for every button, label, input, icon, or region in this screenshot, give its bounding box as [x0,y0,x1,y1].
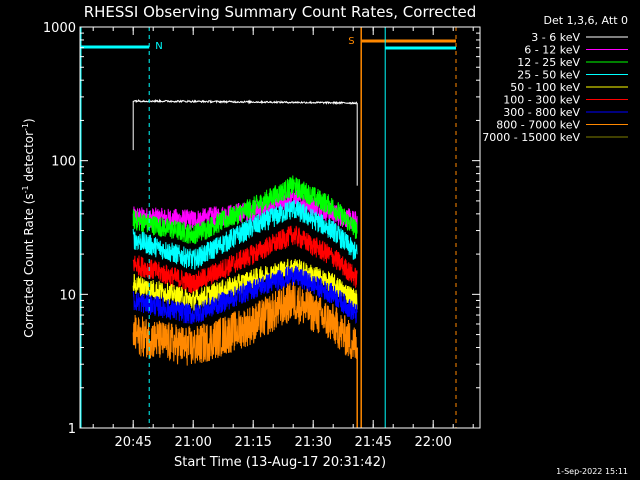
legend-label-0: 3 - 6 keV [531,31,580,44]
y-axis-label: Corrected Count Rate (s-1 detector-1) [21,118,36,337]
legend-label-4: 50 - 100 keV [510,81,580,94]
series-line-0 [133,98,358,106]
x-tick-label-2: 21:15 [234,435,271,450]
legend-label-8: 7000 - 15000 keV [482,131,580,144]
series-line-2 [132,175,358,245]
legend-label-7: 800 - 7000 keV [496,119,580,132]
x-tick-label-1: 21:00 [174,435,211,450]
legend-label-6: 300 - 800 keV [503,106,580,119]
series-line-7 [132,282,358,367]
night-marker-label: N [155,41,162,52]
y-axis-label-mid: detector [22,131,36,186]
chart-title: RHESSI Observing Summary Count Rates, Co… [84,3,477,21]
legend-label-1: 6 - 12 keV [524,44,580,57]
y-tick-label-3: 1000 [43,21,76,36]
legend-title: Det 1,3,6, Att 0 [544,14,628,27]
x-axis-label: Start Time (13-Aug-17 20:31:42) [174,455,386,470]
legend-label-5: 100 - 300 keV [503,94,580,107]
y-tick-label-1: 10 [59,288,76,303]
y-tick-label-0: 1 [68,422,76,437]
y-axis-label-end: ) [22,118,36,123]
y-axis-label-sup1: -1 [21,185,30,193]
legend-label-3: 25 - 50 keV [517,69,580,82]
y-axis-label-main: Corrected Count Rate (s [22,193,36,337]
x-tick-label-0: 20:45 [114,435,151,450]
x-tick-label-4: 21:45 [354,435,391,450]
series-line-5 [132,225,358,294]
plot-frame [79,26,481,429]
y-axis-label-sup2: -1 [21,123,30,131]
x-tick-label-5: 22:00 [414,435,451,450]
legend-label-2: 12 - 25 keV [517,56,580,69]
axes: 20:45 21:00 21:15 21:30 21:45 22:00 1 10 100 1000 [43,21,480,450]
series-line-6 [132,265,358,325]
saa-marker-label: S [348,36,354,47]
series-line-3 [132,200,358,270]
y-tick-label-2: 100 [51,155,76,170]
footer-date: 1-Sep-2022 15:11 [556,467,628,476]
x-tick-label-3: 21:30 [294,435,331,450]
